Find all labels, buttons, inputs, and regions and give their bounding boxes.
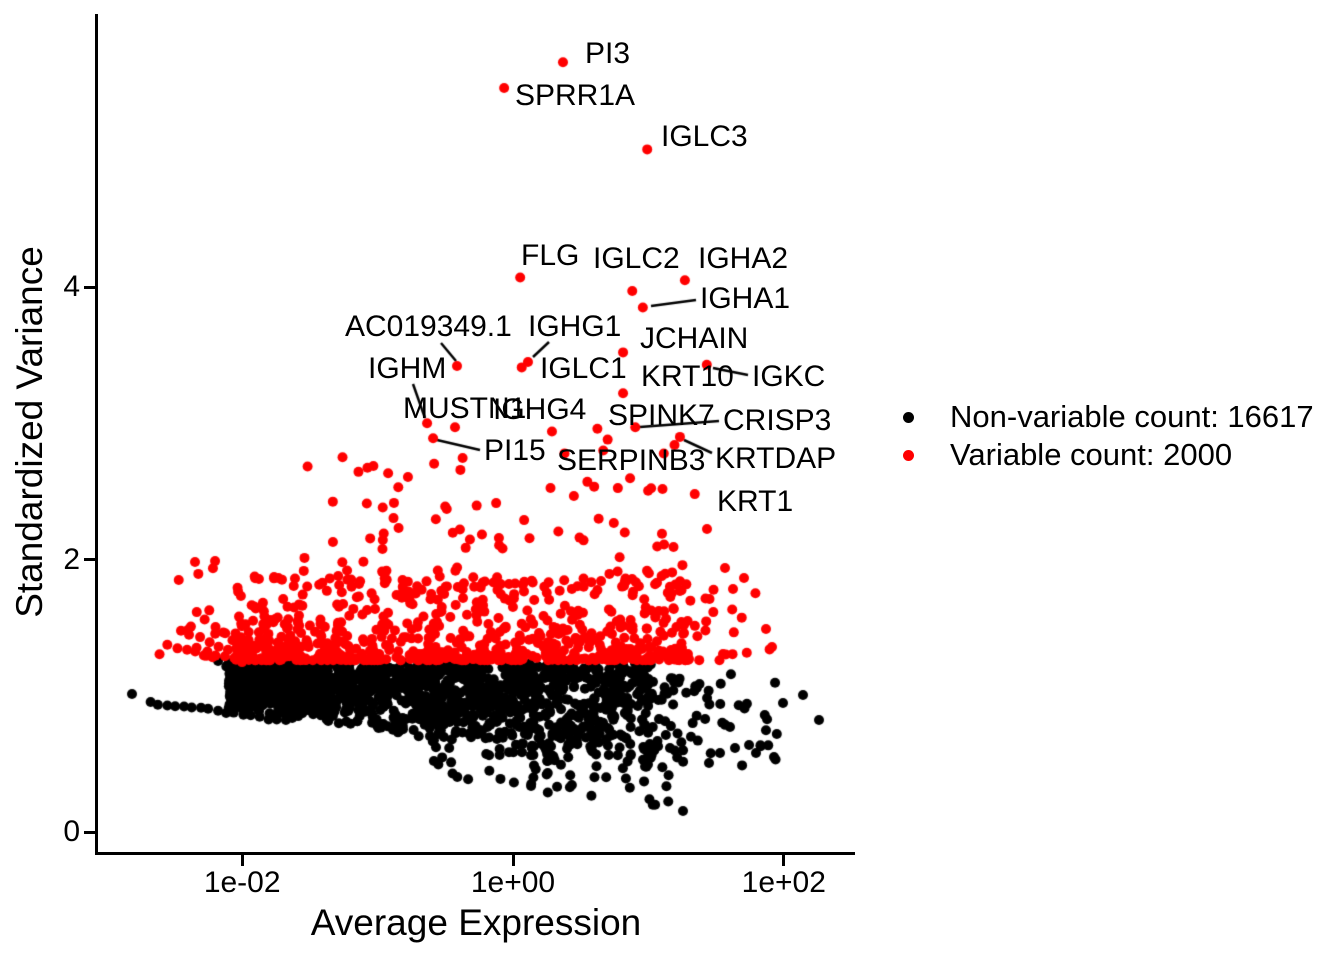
legend-label-variable: Variable count: 2000 xyxy=(950,437,1233,472)
x-tick-label: 1e+00 xyxy=(470,866,556,899)
gene-label: JCHAIN xyxy=(640,322,749,355)
gene-label: SERPINB3 xyxy=(557,444,706,477)
gene-label: KRT10 xyxy=(641,360,734,393)
gene-label: IGHA1 xyxy=(700,282,791,315)
x-axis-title: Average Expression xyxy=(310,902,642,943)
gene-label: CRISP3 xyxy=(723,404,832,437)
gene-label: IGHG4 xyxy=(493,393,587,426)
y-tick-label: 2 xyxy=(63,542,80,576)
gene-label: SPINK7 xyxy=(608,399,715,432)
y-tick-label: 4 xyxy=(63,270,80,303)
gene-label: FLG xyxy=(521,239,580,272)
gene-label: KRTDAP xyxy=(715,442,837,475)
x-tick-mark xyxy=(511,855,515,866)
y-tick-mark xyxy=(84,285,95,289)
gene-label: MUSTN1 xyxy=(403,392,527,425)
y-tick-mark xyxy=(84,558,95,561)
gene-label: KRT1 xyxy=(717,485,794,518)
gene-label: IGHA2 xyxy=(698,242,789,275)
gene-label: AC019349.1 xyxy=(345,310,512,343)
gene-label: IGLC2 xyxy=(593,242,680,275)
gene-label: PI15 xyxy=(484,434,546,467)
gene-label: IGKC xyxy=(752,360,826,393)
gene-label: IGHG1 xyxy=(528,310,622,343)
legend-item-non-variable: Non-variable count: 16617 xyxy=(895,398,1314,436)
gene-label: SPRR1A xyxy=(515,79,636,112)
y-axis-title: Standardized Variance xyxy=(9,246,50,618)
x-axis-line xyxy=(95,852,855,855)
legend-label-non-variable: Non-variable count: 16617 xyxy=(950,399,1314,434)
gene-label: IGLC3 xyxy=(661,120,748,153)
variable-dot-icon xyxy=(903,449,914,461)
y-tick-label: 0 xyxy=(63,815,80,848)
y-axis-line xyxy=(95,14,98,855)
legend: Non-variable count: 16617 Variable count… xyxy=(895,398,1314,474)
x-tick-label: 1e+02 xyxy=(741,866,826,899)
gene-label: IGLC1 xyxy=(540,352,627,385)
y-tick-mark xyxy=(84,830,95,834)
gene-label: PI3 xyxy=(585,37,631,70)
gene-label: IGHM xyxy=(368,352,447,385)
legend-item-variable: Variable count: 2000 xyxy=(895,436,1314,474)
x-tick-label: 1e-02 xyxy=(203,866,281,899)
x-tick-mark xyxy=(240,855,244,866)
x-tick-mark xyxy=(782,855,786,866)
non-variable-dot-icon xyxy=(903,411,914,423)
